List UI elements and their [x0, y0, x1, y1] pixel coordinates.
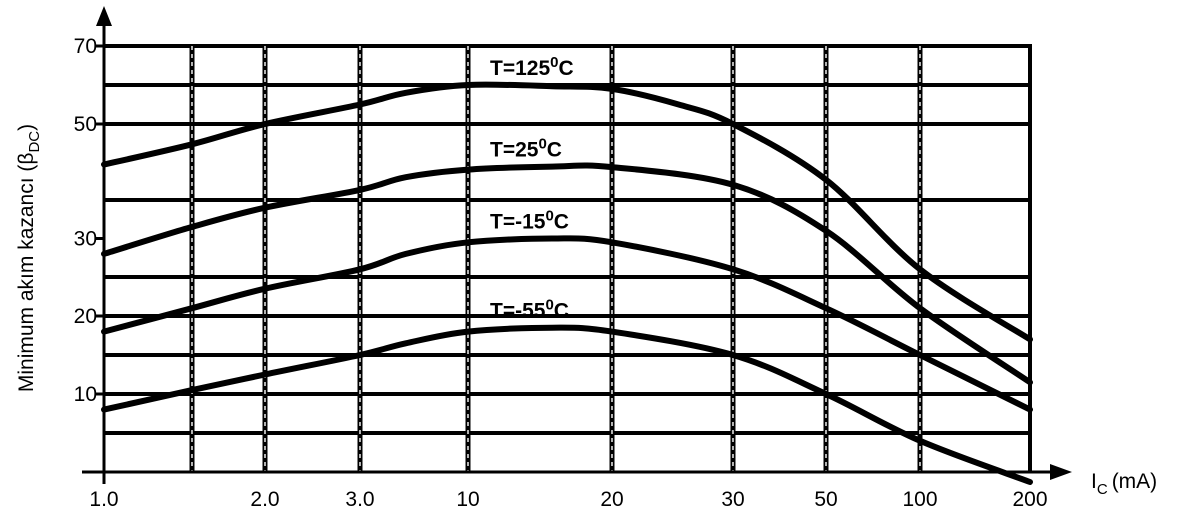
y-axis-arrow: [96, 6, 112, 26]
series-label-0: T=1250C: [490, 54, 574, 80]
axes: [82, 6, 1072, 484]
x-tick-label: 200: [1012, 488, 1047, 511]
x-tick-label: 30: [721, 488, 744, 511]
y-axis-title: Minimum akım kazancı (βDC): [15, 124, 43, 392]
series-label-2: T=-150C: [490, 208, 569, 234]
curve-labels: T=1250C T=250C T=-150C T=-550C: [490, 54, 574, 323]
x-tick-label: 20: [600, 488, 623, 511]
y-tick-label: 30: [74, 228, 97, 251]
series-line-3: [101, 324, 1033, 485]
y-tick-label: 70: [74, 35, 97, 58]
y-tick-label: 10: [74, 383, 97, 406]
x-axis-arrow: [1050, 464, 1072, 480]
x-tick-label: 10: [456, 488, 479, 511]
x-tick-label: 2.0: [250, 488, 279, 511]
series-line-2: [101, 235, 1033, 413]
y-tick-label: 20: [74, 305, 97, 328]
x-tick-label: 100: [902, 488, 937, 511]
y-tick-label: 50: [74, 113, 97, 136]
grid: [104, 44, 1032, 472]
curves: [101, 81, 1033, 485]
series-line-1: [101, 162, 1033, 386]
series-line-0: [101, 81, 1033, 343]
series-label-1: T=250C: [490, 136, 562, 162]
tick-labels: 10 20 30 50 70 1.0 2.0 3.0 10 20 30 50 100 200: [74, 35, 1048, 511]
x-tick-label: 3.0: [345, 488, 374, 511]
x-tick-label: 1.0: [89, 488, 118, 511]
x-axis-title: IC (mA): [1091, 470, 1157, 498]
series-label-3: T=-550C: [490, 297, 569, 323]
x-tick-label: 50: [814, 488, 837, 511]
